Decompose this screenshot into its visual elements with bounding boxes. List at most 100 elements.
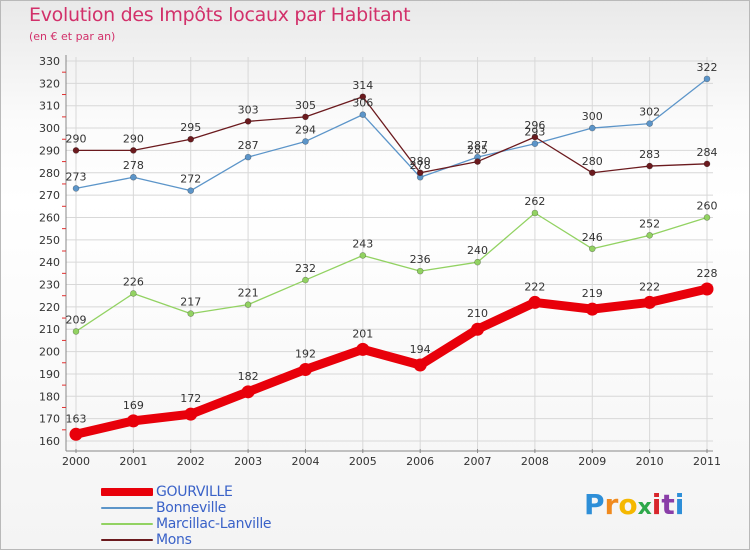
y-tick-label: 280	[39, 167, 60, 180]
data-label-marcillac-lanville: 240	[467, 244, 488, 257]
data-point-mons	[359, 93, 367, 101]
data-point-mons	[646, 162, 653, 170]
data-label-bonneville: 278	[123, 159, 144, 172]
data-point-gourville	[413, 358, 427, 372]
x-tick-label: 2011	[693, 455, 721, 468]
x-tick-label: 2000	[62, 455, 90, 468]
legend-swatch	[101, 539, 153, 541]
y-tick-label: 180	[39, 390, 60, 403]
logo-letter: o	[618, 488, 638, 521]
x-tick-label: 2003	[234, 455, 262, 468]
legend: GOURVILLE Bonneville Marcillac-Lanville Mon…	[101, 484, 361, 548]
series-line-marcillac-lanville	[75, 212, 708, 333]
data-label-mons: 284	[697, 146, 718, 159]
data-label-mons: 290	[123, 132, 144, 145]
proxiti-logo: Proxiti	[584, 488, 684, 521]
data-label-gourville: 172	[180, 392, 201, 405]
series-group	[69, 75, 714, 441]
data-point-gourville	[585, 302, 599, 316]
data-label-bonneville: 272	[180, 173, 201, 186]
y-tick-label: 190	[39, 368, 60, 381]
y-tick-label: 330	[39, 55, 60, 68]
data-point-marcillac-lanville	[474, 258, 481, 266]
data-point-marcillac-lanville	[359, 252, 367, 259]
data-label-gourville: 169	[123, 399, 144, 412]
data-label-mons: 296	[524, 119, 545, 132]
data-point-gourville	[184, 407, 198, 421]
data-point-gourville	[298, 362, 312, 376]
logo-letter: t	[661, 488, 675, 521]
data-point-marcillac-lanville	[416, 267, 424, 275]
data-point-mons	[130, 147, 137, 154]
data-label-marcillac-lanville: 221	[238, 287, 259, 300]
y-tick-label: 320	[39, 77, 60, 90]
data-point-mons	[244, 118, 252, 125]
y-tick-label: 160	[39, 435, 60, 448]
data-point-mons	[474, 158, 481, 165]
data-label-mons: 280	[582, 155, 603, 168]
data-labels: 163 169 172 182 192 201 194 210 222 219 222 228 273 2…	[66, 61, 718, 425]
data-point-bonneville	[588, 124, 596, 132]
data-point-marcillac-lanville	[703, 214, 711, 221]
series-line-bonneville	[75, 78, 708, 192]
y-tick-label: 300	[39, 122, 60, 135]
data-point-mons	[72, 147, 80, 154]
data-point-gourville	[126, 414, 140, 428]
y-tick-label: 230	[39, 279, 60, 292]
y-tick-label: 170	[39, 413, 60, 426]
data-point-mons	[588, 169, 596, 177]
data-point-bonneville	[531, 140, 539, 148]
legend-label: Marcillac-Lanville	[156, 516, 272, 532]
logo-letter: i	[651, 488, 662, 521]
data-point-mons	[531, 133, 539, 141]
logo-letter: r	[604, 488, 619, 521]
logo-letter: i	[674, 488, 685, 521]
data-point-marcillac-lanville	[130, 290, 137, 297]
chart-title: Evolution des Impôts locaux par Habitant	[29, 4, 411, 26]
data-label-bonneville: 322	[697, 61, 718, 74]
data-label-mons: 295	[180, 121, 201, 134]
y-tick-label: 310	[39, 100, 60, 113]
data-label-mons: 285	[467, 144, 488, 157]
data-label-marcillac-lanville: 260	[697, 199, 718, 212]
series-line-gourville	[71, 284, 712, 439]
data-label-gourville: 222	[524, 280, 545, 293]
data-label-bonneville: 273	[66, 170, 87, 183]
data-label-mons: 314	[352, 79, 373, 92]
data-label-marcillac-lanville: 232	[295, 262, 316, 275]
data-label-marcillac-lanville: 226	[123, 275, 144, 288]
data-label-bonneville: 302	[639, 106, 660, 119]
data-point-bonneville	[646, 120, 653, 127]
data-label-bonneville: 300	[582, 110, 603, 123]
data-label-marcillac-lanville: 236	[410, 253, 431, 266]
logo-letter: x	[637, 495, 652, 520]
data-point-gourville	[356, 342, 370, 356]
data-point-marcillac-lanville	[646, 232, 653, 239]
x-tick-label: 2007	[464, 455, 492, 468]
data-label-gourville: 210	[467, 307, 488, 320]
data-point-marcillac-lanville	[302, 276, 309, 284]
data-point-bonneville	[302, 138, 309, 145]
data-label-mons: 303	[238, 103, 259, 116]
y-tick-label: 290	[39, 144, 60, 157]
y-tick-label: 200	[39, 346, 60, 359]
data-point-bonneville	[244, 153, 252, 161]
data-point-mons	[302, 113, 309, 121]
data-point-gourville	[643, 295, 657, 309]
legend-swatch	[101, 488, 153, 496]
y-tick-label: 270	[39, 189, 60, 202]
data-point-bonneville	[72, 185, 80, 192]
data-point-marcillac-lanville	[588, 245, 596, 253]
data-point-bonneville	[130, 173, 137, 181]
legend-label: GOURVILLE	[156, 484, 233, 500]
data-label-bonneville: 294	[295, 123, 316, 136]
y-tick-label: 240	[39, 256, 60, 269]
x-tick-label: 2009	[578, 455, 606, 468]
data-point-mons	[703, 160, 711, 168]
data-point-marcillac-lanville	[244, 301, 252, 308]
x-tick-label: 2001	[119, 455, 147, 468]
data-label-gourville: 228	[697, 267, 718, 280]
data-label-marcillac-lanville: 217	[180, 296, 201, 309]
y-tick-label: 260	[39, 211, 60, 224]
